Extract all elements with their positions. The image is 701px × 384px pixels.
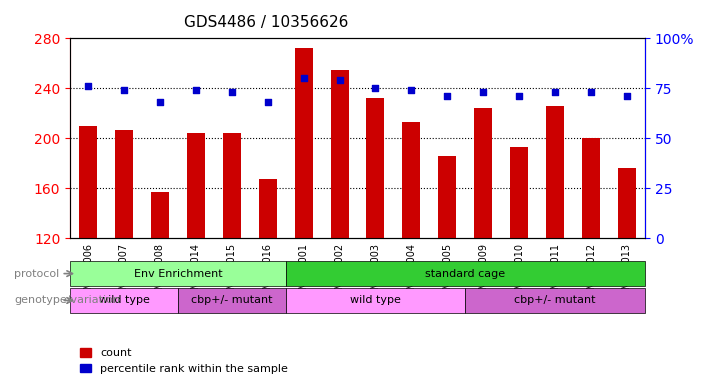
Bar: [187, 133, 205, 238]
FancyBboxPatch shape: [70, 288, 178, 313]
Point: [370, 85, 381, 91]
Point: [154, 99, 165, 105]
Text: wild type: wild type: [99, 295, 149, 306]
FancyBboxPatch shape: [70, 261, 286, 286]
Bar: [402, 122, 421, 238]
Point: [226, 89, 238, 95]
FancyBboxPatch shape: [286, 261, 645, 286]
Legend: count, percentile rank within the sample: count, percentile rank within the sample: [76, 344, 292, 379]
Bar: [259, 179, 277, 238]
Text: cbp+/- mutant: cbp+/- mutant: [191, 295, 273, 306]
Point: [83, 83, 94, 89]
Bar: [438, 156, 456, 238]
Text: wild type: wild type: [350, 295, 401, 306]
Text: protocol: protocol: [14, 269, 60, 279]
Point: [334, 77, 345, 83]
Bar: [510, 147, 528, 238]
Bar: [79, 126, 97, 238]
Bar: [294, 48, 313, 238]
Bar: [546, 106, 564, 238]
Bar: [115, 129, 133, 238]
Bar: [223, 133, 240, 238]
Point: [621, 93, 632, 99]
FancyBboxPatch shape: [465, 288, 645, 313]
Point: [477, 89, 489, 95]
Bar: [618, 168, 636, 238]
Text: cbp+/- mutant: cbp+/- mutant: [515, 295, 596, 306]
Bar: [151, 192, 169, 238]
Text: standard cage: standard cage: [426, 268, 505, 279]
FancyBboxPatch shape: [286, 288, 465, 313]
Text: Env Enrichment: Env Enrichment: [134, 268, 222, 279]
Point: [118, 87, 130, 93]
Point: [442, 93, 453, 99]
Point: [298, 75, 309, 81]
Point: [550, 89, 561, 95]
Point: [262, 99, 273, 105]
Bar: [475, 108, 492, 238]
Point: [406, 87, 417, 93]
Point: [585, 89, 597, 95]
Point: [514, 93, 525, 99]
FancyBboxPatch shape: [178, 288, 286, 313]
Bar: [582, 138, 600, 238]
Point: [190, 87, 201, 93]
Bar: [331, 70, 348, 238]
Text: GDS4486 / 10356626: GDS4486 / 10356626: [184, 15, 348, 30]
Text: genotype/variation: genotype/variation: [14, 295, 120, 305]
Bar: [367, 98, 384, 238]
